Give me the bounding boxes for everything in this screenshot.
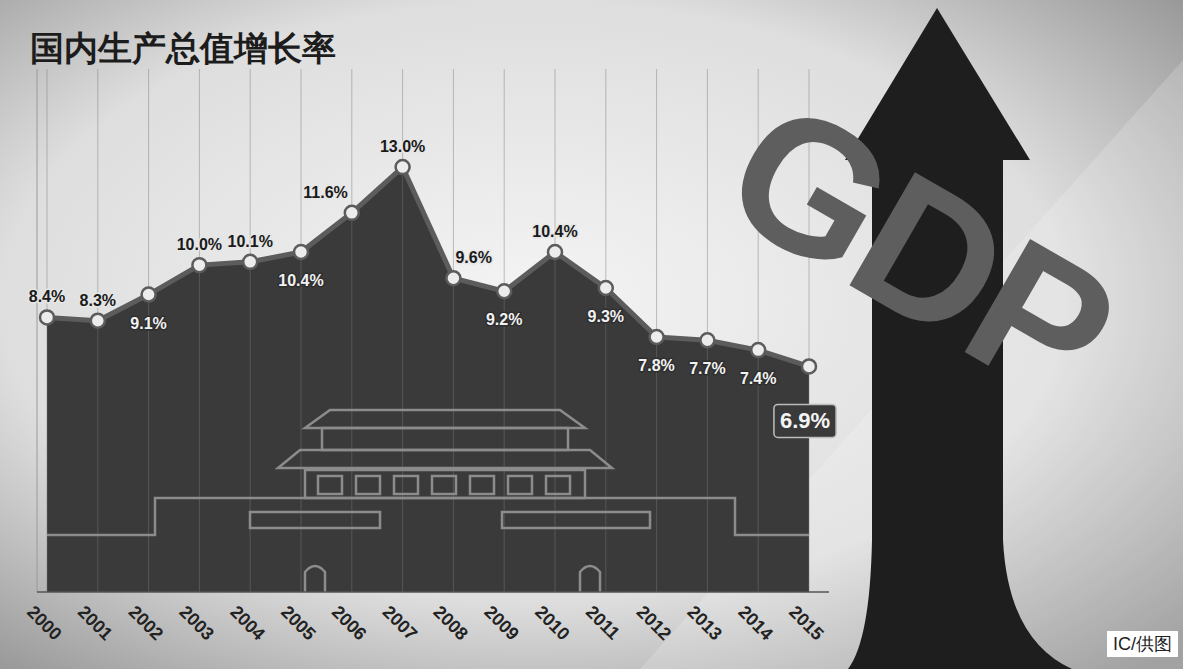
data-label: 13.0% [380,138,425,155]
roof-top [305,410,585,428]
plot-area [40,69,816,592]
wall [47,498,809,535]
x-tick-label: 2002 [125,602,167,644]
x-tick-label: 2006 [328,602,370,644]
marker [345,206,359,220]
lower-hall [305,470,585,498]
marker [396,160,410,174]
x-tick-label: 2000 [23,602,65,644]
x-tick-label: 2011 [582,602,624,644]
marker [751,343,765,357]
label-box [774,404,836,437]
x-tick-label: 2012 [633,602,675,644]
background [0,0,1183,669]
area [47,167,809,592]
x-tick-label: 2007 [379,602,421,644]
marker [650,330,664,344]
upper-hall [322,428,568,450]
arch [305,566,325,592]
data-label: 11.6% [303,184,347,201]
marker [802,359,816,373]
grid-line [301,69,302,592]
data-label: 8.3% [80,292,116,309]
data-label: 10.1% [228,233,273,250]
data-label: 9.1% [130,315,166,332]
grid-line [504,69,505,592]
data-label: 10.0% [177,236,222,253]
x-tick-label: 2003 [176,602,218,644]
window [508,476,532,494]
marker [548,245,562,259]
tiananmen-decoration [47,410,809,592]
data-label: 9.3% [588,308,624,325]
data-label: 10.4% [532,223,577,240]
grid-line [199,69,200,592]
data-label: 7.8% [638,357,674,374]
marker [700,333,714,347]
window [318,476,342,494]
x-tick-label: 2004 [226,602,268,644]
marker [192,258,206,272]
x-axis-line [37,591,829,593]
roof-lower [278,450,612,468]
data-label: 7.7% [689,360,725,377]
x-tick-label: 2010 [531,602,573,644]
marker [91,314,105,328]
line [47,167,809,366]
window [394,476,418,494]
y-range-line [37,69,38,592]
window [470,476,494,494]
marker [497,284,511,298]
grid-line [97,69,98,592]
window [546,476,570,494]
x-tick-label: 2008 [430,602,472,644]
marker [243,255,257,269]
window [356,476,380,494]
marker [599,281,613,295]
marker [446,271,460,285]
wall-panel [502,512,650,528]
data-label: 8.4% [29,288,65,305]
title: 国内生产总值增长率 [30,29,336,67]
marker [294,245,308,259]
grid-line [351,69,352,592]
x-tick-label: 2009 [480,602,522,644]
annotation: GDP [694,58,1146,441]
marker [40,310,54,324]
marker [142,288,156,302]
grid-line [453,69,454,592]
data-label: 6.9% [780,408,830,433]
grid-line [47,69,48,592]
data-label: 9.6% [455,249,491,266]
arch [580,566,600,592]
window [432,476,456,494]
grid-line [605,69,606,592]
source: IC/供图 [1113,634,1172,654]
data-label: 9.2% [486,311,522,328]
data-label: 10.4% [278,272,323,289]
x-tick-label: 2013 [684,602,726,644]
chart: GDP 8.4% 8.3% 9.1% 10.0% 10.1% 10.4% 11.6% 13.0%… [0,0,1183,669]
wall-panel [250,512,380,528]
source-background [1107,631,1178,657]
grid-line [555,69,556,592]
data-label: 7.4% [740,370,776,387]
x-tick-label: 2001 [74,602,116,644]
x-tick-label: 2015 [785,602,827,644]
grid-line [707,69,708,592]
x-tick-label: 2014 [734,602,776,644]
x-tick-label: 2005 [277,602,319,644]
